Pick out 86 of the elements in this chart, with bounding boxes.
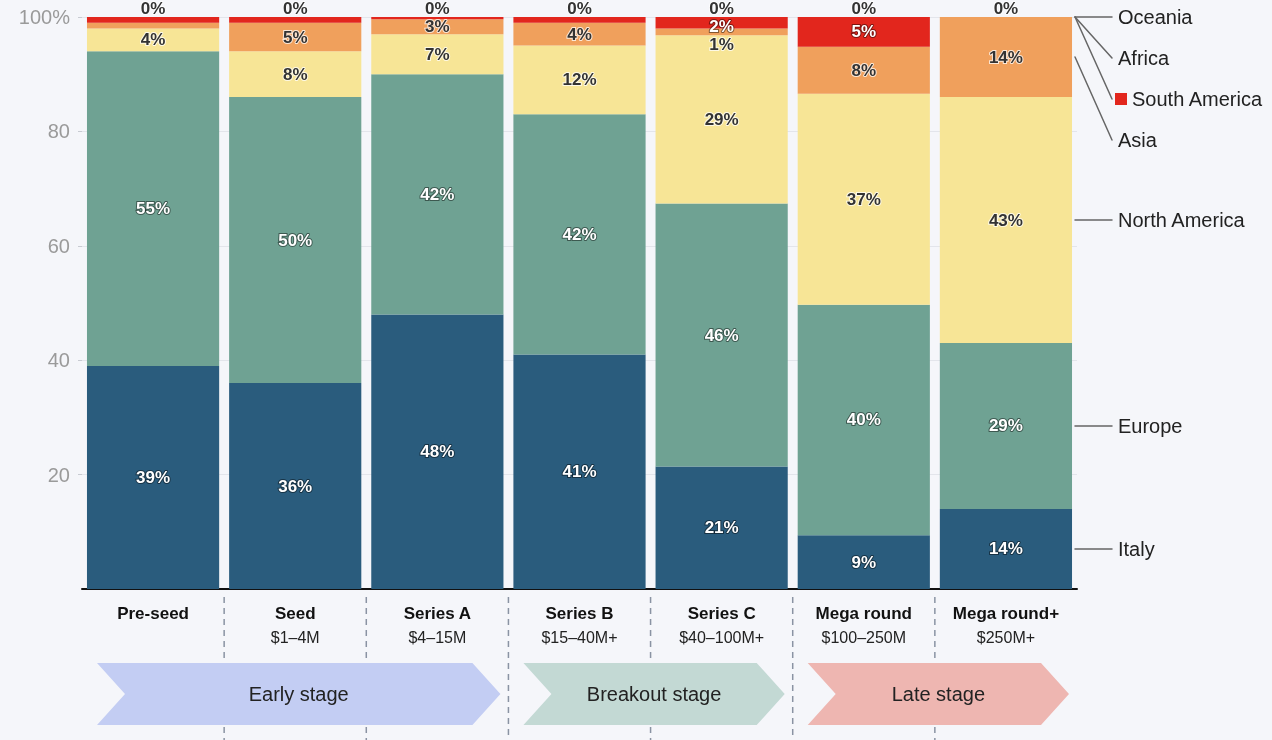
data-label: 5% [851, 22, 877, 42]
x-tick-label: Series B $15–40M+ [541, 603, 618, 646]
data-label: 55% [136, 199, 171, 219]
bar [939, 17, 1073, 98]
bar [797, 93, 930, 305]
data-label: 29% [988, 416, 1023, 436]
data-label: 2% [709, 17, 734, 36]
x-tick-label: Mega round $100–250M [815, 603, 912, 646]
text: Late stage [891, 683, 986, 705]
data-label: 4% [140, 30, 166, 50]
data-label: 14% [988, 539, 1023, 559]
data-label: 8% [851, 60, 877, 80]
bar [797, 304, 930, 536]
bar [86, 28, 220, 52]
bar [939, 343, 1073, 509]
data-label: 0% [567, 0, 592, 18]
data-label: 8% [282, 64, 308, 84]
legend-label: Oceania [1118, 6, 1194, 28]
text: Italy [1118, 537, 1155, 560]
data-label: 39% [136, 467, 171, 487]
data-label: 0% [709, 0, 734, 18]
data-label: 12% [562, 70, 597, 90]
bar [371, 74, 504, 315]
x-tick-label: Series C $40–100M+ [679, 603, 765, 646]
bar [797, 535, 930, 589]
x-tick-label: Mega round+ $250M+ [952, 603, 1060, 646]
data-label: 36% [278, 476, 313, 496]
data-label: 0% [425, 0, 450, 18]
bar [655, 203, 788, 467]
data-label: 1% [709, 35, 734, 54]
bar [655, 35, 788, 204]
bar [86, 365, 220, 589]
data-label: 0% [282, 0, 308, 18]
bar [229, 51, 362, 98]
bar [86, 51, 220, 366]
bar [513, 17, 646, 23]
y-tick-label: 40 [47, 349, 70, 372]
bar [939, 508, 1073, 589]
x-tick-label: Pre-seed [117, 603, 189, 623]
data-label: 40% [846, 410, 881, 430]
text: Breakout stage [586, 683, 722, 705]
bar [655, 466, 788, 589]
data-label: 9% [851, 552, 877, 572]
text: Early stage [248, 683, 349, 705]
y-tick-label: 80 [47, 120, 70, 143]
bar [513, 114, 646, 355]
bar [797, 46, 930, 94]
x-tick-label: Seed $1–4M [270, 603, 320, 646]
text: North America [1118, 209, 1246, 232]
data-label: 14% [988, 47, 1023, 67]
bar [229, 17, 362, 23]
data-label: 4% [567, 24, 592, 44]
data-label: 29% [704, 109, 739, 129]
y-tick-label: 20 [47, 463, 70, 486]
data-label: 50% [278, 230, 313, 250]
bar [939, 97, 1073, 344]
data-label: 5% [282, 27, 308, 47]
bar [797, 17, 930, 47]
bar [513, 354, 646, 589]
text: Asia [1118, 129, 1158, 151]
data-label: 37% [846, 189, 881, 209]
text: Africa [1118, 47, 1170, 69]
legend-label: South America [1132, 88, 1263, 110]
data-label: 7% [425, 44, 450, 64]
text: Europe [1118, 414, 1183, 437]
data-label: 42% [420, 184, 455, 204]
x-tick-label: Series A $4–15M [403, 603, 472, 646]
data-label: 46% [704, 325, 739, 345]
data-label: 41% [562, 462, 597, 482]
data-label: 0% [140, 0, 166, 18]
data-label: 21% [704, 518, 739, 538]
bar [86, 17, 220, 23]
data-label: 0% [993, 0, 1019, 18]
bar [513, 45, 646, 115]
data-label: 3% [425, 17, 450, 37]
bar [229, 383, 362, 589]
bar [229, 97, 362, 384]
bar [371, 34, 504, 75]
bar [371, 314, 504, 589]
y-tick-label: 60 [47, 234, 70, 257]
data-label: 43% [988, 210, 1023, 230]
data-label: 48% [420, 442, 455, 462]
bar [513, 22, 646, 46]
y-tick-label: 100% [18, 6, 71, 28]
data-label: 42% [562, 224, 597, 244]
data-label: 0% [851, 0, 877, 18]
